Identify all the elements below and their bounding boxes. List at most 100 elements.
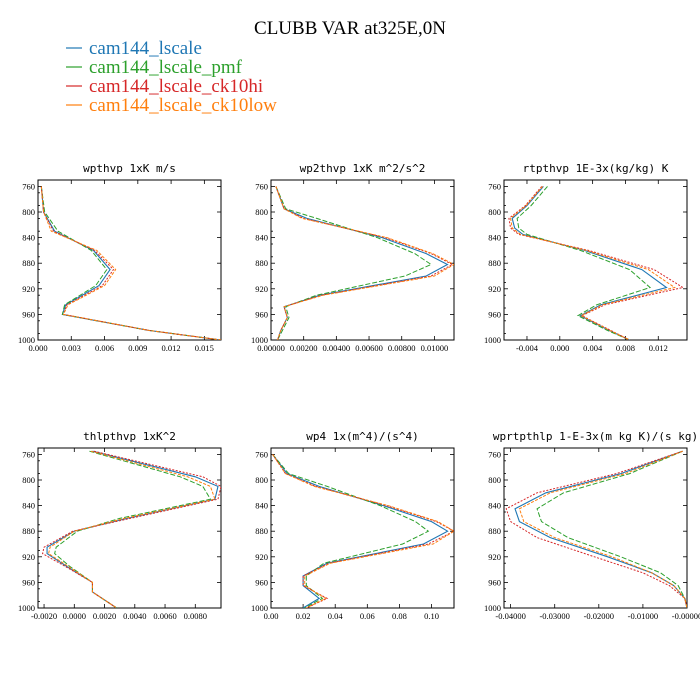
y-tick-label: 760 — [488, 449, 501, 459]
panel-title: wpthvp 1xK m/s — [83, 162, 176, 175]
y-tick-label: 840 — [22, 233, 35, 243]
legend-entry: cam144_lscale — [89, 38, 202, 59]
x-tick-label: 0.008 — [616, 343, 635, 353]
series-line-1 — [272, 454, 449, 608]
x-tick-label: 0.00000 — [257, 343, 285, 353]
panel-title: rtpthvp 1E-3x(kg/kg) K — [523, 162, 669, 175]
x-tick-label: 0.02 — [296, 611, 311, 621]
y-tick-label: 920 — [22, 284, 35, 294]
series-line-1 — [514, 450, 687, 608]
y-tick-label: 920 — [488, 552, 501, 562]
x-tick-label: -0.02000 — [584, 611, 614, 621]
y-tick-label: 920 — [255, 552, 268, 562]
panel-title: wp4 1x(m^4)/(s^4) — [306, 430, 419, 443]
y-tick-label: 1000 — [251, 603, 268, 613]
x-tick-label: 0.009 — [128, 343, 147, 353]
series-line-1 — [46, 450, 219, 608]
series-line-3 — [505, 450, 687, 608]
series-line-4 — [275, 186, 454, 340]
y-tick-label: 880 — [255, 258, 268, 268]
x-tick-label: 0.0040 — [123, 611, 146, 621]
x-tick-label: 0.00800 — [388, 343, 416, 353]
y-tick-label: 800 — [488, 475, 501, 485]
series-group — [41, 450, 221, 608]
y-tick-label: 800 — [255, 475, 268, 485]
y-tick-label: 920 — [488, 284, 501, 294]
series-line-4 — [272, 454, 454, 608]
y-tick-label: 880 — [255, 526, 268, 536]
x-tick-label: 0.006 — [95, 343, 114, 353]
panel-title: wp2thvp 1xK m^2/s^2 — [300, 162, 426, 175]
x-tick-label: 0.012 — [162, 343, 181, 353]
x-tick-label: 0.004 — [583, 343, 603, 353]
panel-3: rtpthvp 1E-3x(kg/kg) K 760 800 840 880 920 960… — [484, 162, 688, 353]
x-tick-label: 0.00200 — [290, 343, 318, 353]
x-tick-label: 0.0000 — [63, 611, 86, 621]
x-tick-label: -0.03000 — [539, 611, 569, 621]
plot-frame — [37, 179, 222, 341]
series-line-4 — [40, 186, 221, 340]
x-tick-label: 0.00 — [264, 611, 279, 621]
legend-entry: cam144_lscale_pmf — [89, 57, 243, 78]
series-line-1 — [40, 186, 221, 340]
plot-frame — [270, 447, 455, 609]
series-line-3 — [41, 450, 221, 608]
x-tick-label: 0.000 — [28, 343, 47, 353]
series-line-4 — [48, 450, 216, 608]
y-tick-label: 840 — [255, 501, 268, 511]
y-tick-label: 1000 — [484, 603, 501, 613]
panel-1: wpthvp 1xK m/s76080084088092096010000.00… — [18, 162, 222, 353]
series-line-4 — [518, 450, 687, 608]
y-tick-label: 960 — [22, 309, 35, 319]
x-tick-label: -0.0020 — [31, 611, 57, 621]
x-tick-label: 0.015 — [195, 343, 214, 353]
y-tick-label: 840 — [488, 501, 501, 511]
plot-frame — [503, 447, 688, 609]
panels-grid: wpthvp 1xK m/s76080084088092096010000.00… — [18, 162, 700, 621]
series-line-1 — [511, 186, 668, 340]
x-tick-label: 0.10 — [424, 611, 439, 621]
y-tick-label: 800 — [488, 207, 501, 217]
series-group — [508, 186, 685, 340]
legend-entry: cam144_lscale_ck10low — [89, 95, 277, 116]
y-tick-label: 880 — [488, 258, 501, 268]
series-group — [275, 186, 454, 340]
y-tick-label: 760 — [488, 181, 501, 191]
series-line-2 — [40, 186, 221, 340]
y-tick-label: 880 — [22, 258, 35, 268]
x-tick-label: 0.0020 — [93, 611, 116, 621]
y-tick-label: 840 — [488, 233, 501, 243]
y-tick-label: 920 — [22, 552, 35, 562]
y-tick-label: 920 — [255, 284, 268, 294]
panel-2: wp2thvp 1xK m^2/s^2 760 800 840 880 920 960 100… — [251, 162, 455, 353]
y-tick-label: 1000 — [484, 335, 501, 345]
series-line-3 — [275, 186, 454, 340]
y-tick-label: 800 — [22, 475, 35, 485]
y-tick-label: 1000 — [18, 335, 35, 345]
x-tick-label: -0.00000 — [672, 611, 700, 621]
series-line-2 — [272, 454, 430, 608]
y-tick-label: 960 — [255, 577, 268, 587]
x-tick-label: 0.0060 — [153, 611, 176, 621]
y-tick-label: 760 — [22, 181, 35, 191]
series-line-3 — [40, 186, 221, 340]
series-line-3 — [508, 186, 685, 340]
x-tick-label: -0.04000 — [495, 611, 525, 621]
x-tick-label: -0.01000 — [628, 611, 658, 621]
panel-5: wp4 1x(m^4)/(s^4)76080084088092096010000… — [251, 430, 455, 621]
x-tick-label: 0.00600 — [355, 343, 383, 353]
panel-title: thlpthvp 1xK^2 — [83, 430, 176, 443]
series-group — [40, 186, 221, 340]
x-tick-label: -0.004 — [516, 343, 539, 353]
y-tick-label: 960 — [22, 577, 35, 587]
y-tick-label: 760 — [22, 449, 35, 459]
figure-title: CLUBB VAR at325E,0N — [254, 18, 446, 39]
y-tick-label: 760 — [255, 181, 268, 191]
plot-frame — [270, 179, 455, 341]
x-tick-label: 0.000 — [550, 343, 569, 353]
x-tick-label: 0.06 — [360, 611, 375, 621]
series-line-2 — [516, 186, 652, 340]
series-line-2 — [275, 186, 433, 340]
panel-title: wprtpthlp 1-E-3x(m kg K)/(s kg) — [493, 430, 698, 443]
